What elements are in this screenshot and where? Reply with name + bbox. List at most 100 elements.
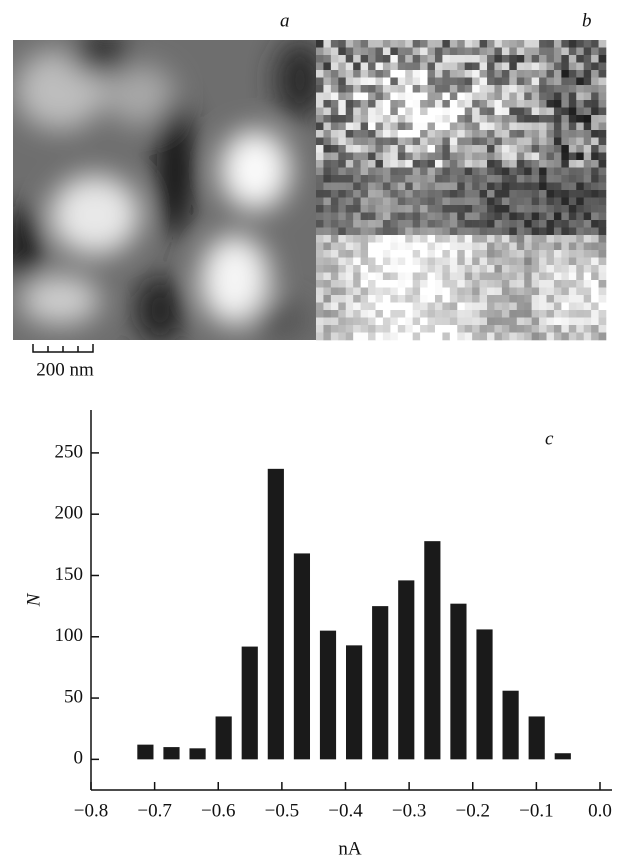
pixel (412, 242, 421, 251)
pixel (479, 160, 488, 168)
pixel (427, 235, 436, 243)
pixel (323, 160, 332, 168)
pixel (360, 190, 369, 198)
pixel (524, 40, 532, 48)
pixel (561, 332, 570, 341)
pixel (509, 100, 518, 108)
pixel (338, 212, 347, 221)
pixel (368, 62, 376, 71)
pixel (516, 107, 525, 116)
pixel (487, 317, 495, 326)
pixel (561, 107, 570, 116)
pixel (568, 197, 577, 206)
pixel (427, 62, 436, 71)
y-tick-label: 150 (55, 564, 84, 585)
pixel (501, 77, 510, 86)
pixel (368, 85, 376, 93)
pixel (412, 182, 421, 191)
pixel (338, 115, 347, 123)
pixel (397, 152, 406, 161)
pixel (472, 55, 480, 63)
pixel (390, 70, 399, 78)
pixel (442, 47, 451, 56)
pixel (553, 250, 562, 258)
pixel (316, 257, 324, 266)
pixel (390, 167, 399, 176)
pixel (316, 235, 324, 243)
pixel (472, 295, 480, 303)
pixel (576, 152, 584, 161)
pixel (479, 280, 488, 288)
pixel (420, 287, 428, 296)
pixel (472, 152, 480, 161)
pixel (479, 227, 488, 236)
pixel (442, 107, 451, 116)
pixel (353, 310, 361, 318)
pixel (516, 212, 525, 221)
pixel (524, 77, 532, 86)
pixel (323, 77, 332, 86)
pixel (568, 227, 577, 236)
pixel (568, 332, 577, 341)
pixel (561, 287, 570, 296)
pixel (316, 47, 324, 56)
pixel (420, 197, 428, 206)
pixel (368, 107, 376, 116)
pixel (457, 85, 466, 93)
pixel (390, 280, 399, 288)
bar (554, 753, 571, 760)
pixel (479, 287, 488, 296)
pixel (390, 235, 399, 243)
pixel (568, 205, 577, 213)
pixel (397, 77, 406, 86)
pixel (568, 92, 577, 101)
pixel (427, 250, 436, 258)
pixel (427, 242, 436, 251)
pixel (434, 167, 443, 176)
pixel (494, 130, 503, 138)
pixel (420, 160, 428, 168)
pixel (472, 310, 480, 318)
pixel (382, 250, 391, 258)
pixel (553, 265, 562, 273)
pixel (449, 265, 458, 273)
pixel (420, 235, 428, 243)
pixel (353, 47, 361, 56)
pixel (464, 175, 473, 183)
pixel (397, 250, 406, 258)
pixel (397, 175, 406, 183)
pixel (457, 100, 466, 108)
pixel (516, 190, 525, 198)
pixel (479, 212, 488, 221)
pixel (420, 167, 428, 176)
pixel (434, 317, 443, 326)
pixel (501, 317, 510, 326)
pixel (427, 55, 436, 63)
pixel (576, 272, 584, 281)
pixel (479, 77, 488, 86)
pixel (338, 205, 347, 213)
pixel (412, 85, 421, 93)
pixel (568, 145, 577, 153)
pixel (434, 280, 443, 288)
pixel (412, 272, 421, 281)
pixel (338, 137, 347, 146)
pixel (516, 310, 525, 318)
pixel (427, 115, 436, 123)
pixel (345, 122, 354, 131)
pixel (598, 310, 607, 318)
x-tick-label: −0.1 (519, 800, 553, 821)
pixel (464, 85, 473, 93)
pixel (390, 332, 399, 341)
pixel (516, 100, 525, 108)
pixel (539, 272, 547, 281)
pixel (390, 182, 399, 191)
pixel (405, 130, 413, 138)
pixel (487, 235, 495, 243)
pixel (338, 220, 347, 228)
pixel (576, 190, 584, 198)
pixel (487, 280, 495, 288)
pixel (598, 332, 607, 341)
pixel (442, 242, 451, 251)
pixel (516, 55, 525, 63)
